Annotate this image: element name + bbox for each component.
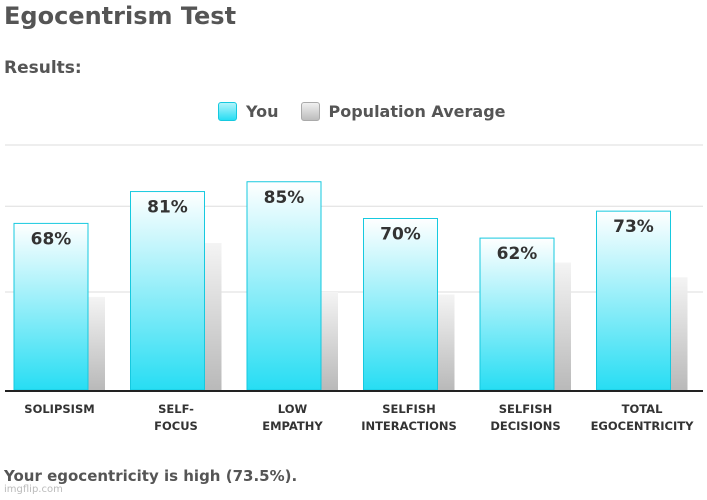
bar-you [130,191,205,391]
bar-you [596,210,671,391]
bar-population [437,294,455,390]
value-label-you: 70% [380,225,421,245]
value-label-you: 85% [264,188,305,208]
bar-you [479,237,555,391]
category-label: SELFISH INTERACTIONS [361,402,457,433]
watermark: imgflip.com [4,484,63,495]
value-labels: 68% 81% 85% 70% 62% 73% [31,188,654,264]
legend-item-you: You [218,101,279,121]
bar-chart: 68% 81% 85% 70% 62% 73% SOLIPSISM SELF- FOCUS LO… [5,144,703,433]
category-label: SOLIPSISM [24,402,94,416]
bar-population [88,296,105,390]
legend-swatch-you [218,101,237,121]
gridlines [5,144,703,293]
bar-you [363,218,438,391]
category-label-line: FOCUS [154,419,198,433]
legend-swatch-population [300,101,320,121]
summary-text: Your egocentricity is high (73.5%). [4,467,298,485]
value-label-you: 73% [613,217,654,237]
bar-you [13,222,89,391]
category-labels: SOLIPSISM SELF- FOCUS LOW EMPATHY SELFISH INTE… [24,402,694,433]
chart-legend: You Population Average [218,100,528,122]
category-label: LOW EMPATHY [262,402,323,433]
category-label: SELFISH DECISIONS [490,402,560,433]
bar-population [670,277,688,390]
bar-population [321,292,338,390]
legend-label-you: You [246,101,279,121]
category-label-line: SELF- [158,402,194,416]
bar-population [554,262,571,390]
category-label-line: SELFISH [382,402,436,416]
category-label: SELF- FOCUS [154,402,198,433]
category-label-line: SOLIPSISM [24,402,94,416]
legend-label-population: Population Average [328,101,506,121]
category-label-line: SELFISH [499,402,553,416]
value-label-you: 62% [497,244,538,264]
category-label-line: INTERACTIONS [361,419,457,433]
category-label-line: DECISIONS [490,419,560,433]
category-label-line: EMPATHY [262,419,323,433]
category-label-line: TOTAL [622,402,663,416]
bar-population [204,243,222,390]
page-title: Egocentrism Test [4,2,237,30]
results-heading: Results: [4,58,82,78]
category-label-line: LOW [278,402,308,416]
category-label: TOTAL EGOCENTRICITY [591,402,695,433]
bar-you [246,181,322,391]
legend-item-population: Population Average [300,101,506,121]
category-label-line: EGOCENTRICITY [591,419,695,433]
value-label-you: 81% [147,198,188,218]
bars [13,181,688,391]
value-label-you: 68% [31,229,72,249]
